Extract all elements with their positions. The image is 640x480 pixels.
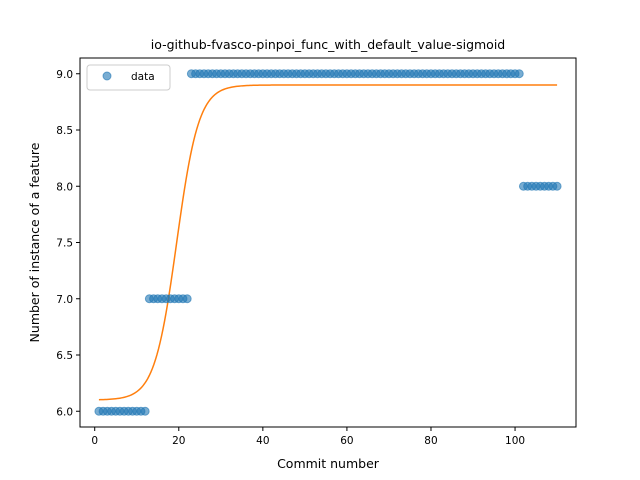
data-point <box>514 69 524 79</box>
chart-title: io-github-fvasco-pinpoi_func_with_defaul… <box>151 37 506 52</box>
x-axis-label: Commit number <box>277 456 380 471</box>
data-point <box>552 181 562 191</box>
plot-frame <box>79 57 577 428</box>
y-axis-ticks: 6.0 6.5 7.0 7.5 8.0 8.5 9.0 <box>56 69 80 418</box>
y-tick-label: 7.5 <box>56 238 73 250</box>
y-tick-label: 8.0 <box>56 181 73 193</box>
fit-curve-layer <box>98 84 558 401</box>
x-axis-ticks: 0 20 40 60 80 100 <box>91 427 525 447</box>
x-tick-label: 20 <box>172 435 185 447</box>
x-tick-label: 0 <box>91 435 98 447</box>
y-tick-label: 9.0 <box>56 69 73 81</box>
legend-box <box>86 64 171 91</box>
y-tick-label: 8.5 <box>56 125 73 137</box>
y-tick-label: 6.5 <box>56 350 73 362</box>
legend: data <box>86 64 171 91</box>
fit-curve <box>98 84 558 401</box>
x-tick-label: 100 <box>505 435 525 447</box>
y-axis-label: Number of instance of a feature <box>27 142 42 342</box>
data-point <box>182 294 192 304</box>
y-tick-label: 6.0 <box>56 406 73 418</box>
x-tick-label: 60 <box>340 435 353 447</box>
y-tick-label: 7.0 <box>56 294 73 306</box>
x-tick-label: 80 <box>424 435 437 447</box>
data-point <box>140 406 150 416</box>
data-points-layer <box>94 69 562 416</box>
x-tick-label: 40 <box>256 435 269 447</box>
legend-marker-data <box>102 71 112 81</box>
legend-label-data: data <box>131 71 155 83</box>
